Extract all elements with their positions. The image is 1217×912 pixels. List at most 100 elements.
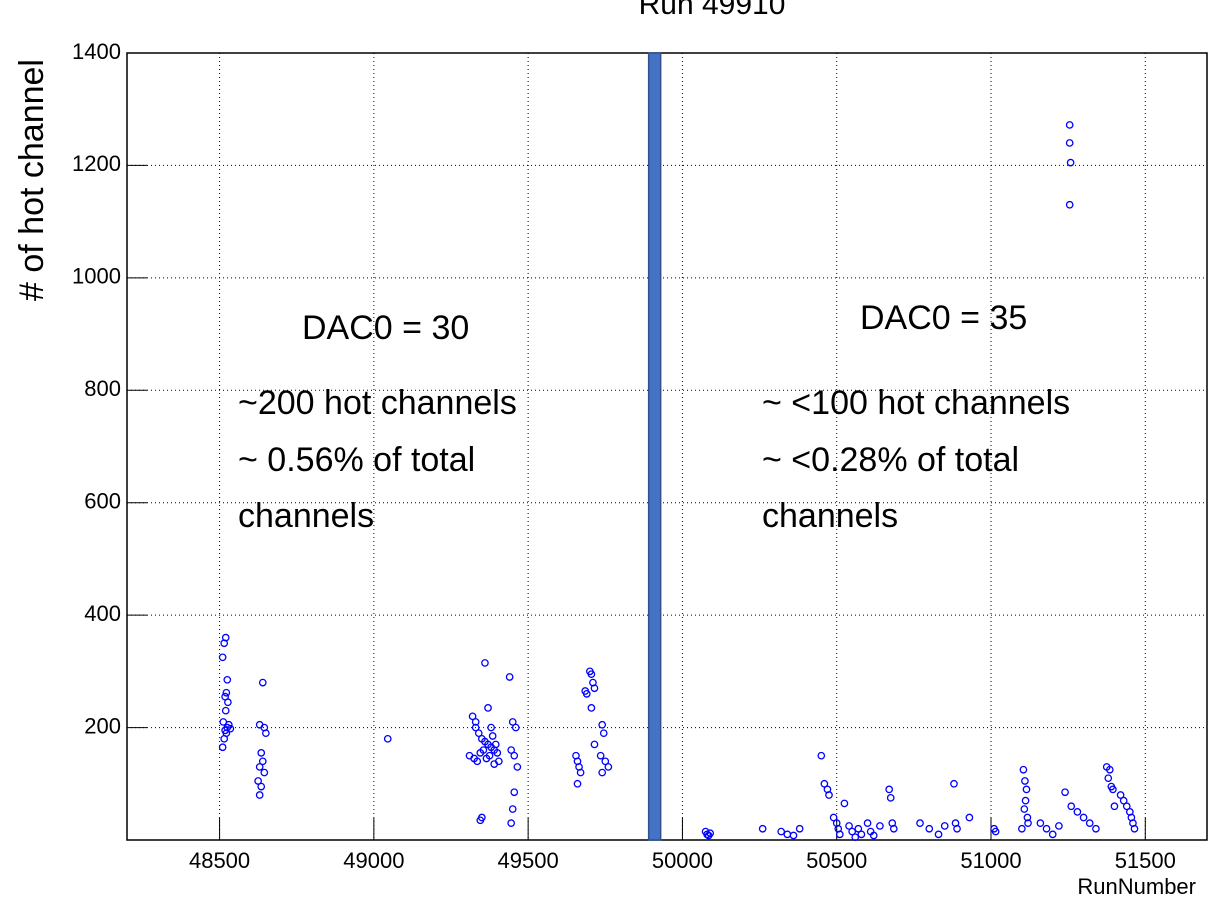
annotation: ~ <100 hot channels [762,384,1070,422]
x-tick-label: 50500 [806,848,867,873]
data-point [789,831,798,840]
data-point [706,829,715,838]
x-tick-label: 48500 [189,848,250,873]
data-point [481,659,489,667]
data-point [1019,765,1028,774]
annotation: DAC0 = 35 [860,299,1027,337]
data-point [1065,139,1074,147]
data-point [254,777,262,785]
data-point [1065,121,1074,129]
data-point [258,757,267,766]
data-point [1110,802,1119,811]
data-point [485,751,494,760]
data-point [869,831,878,840]
data-point [473,757,482,766]
annotation: ~ <0.28% of total [762,441,1019,479]
data-point [1055,822,1063,830]
x-tick-label: 49000 [343,848,404,873]
x-tick-label: 51500 [1115,848,1176,873]
data-point [1065,200,1074,209]
data-point [576,768,585,777]
data-point [1105,765,1114,774]
x-axis-label: RunNumber [1077,874,1196,899]
data-point [889,824,898,833]
x-tick-label: 49500 [498,848,559,873]
data-point [845,822,853,830]
data-point [488,732,497,740]
data-point [511,723,520,732]
data-point [1042,824,1051,833]
data-point [468,712,477,721]
data-point [1024,819,1032,827]
data-point [223,675,232,684]
data-point [598,768,607,777]
y-tick-label: 1200 [72,151,121,176]
data-point [817,751,826,760]
data-point [1079,813,1088,822]
data-point [854,824,863,833]
annotation: channels [238,497,374,535]
data-point [471,718,480,726]
data-point [1067,802,1076,811]
data-point [795,824,804,833]
data-point [876,822,884,830]
data-point [255,791,264,799]
data-point [599,729,608,738]
data-point [825,791,833,799]
data-point [777,827,786,836]
data-point [491,740,500,749]
annotation: channels [762,497,898,535]
data-point [507,746,516,754]
annotation: DAC0 = 30 [302,309,469,347]
data-point [590,740,599,749]
chart-title: Run 49910 [639,0,786,21]
data-point [490,760,499,768]
data-point [487,723,495,732]
data-point [1104,774,1113,783]
data-point [484,704,492,712]
data-point [474,729,483,738]
data-point [1020,805,1029,813]
data-point [220,639,229,648]
data-point [260,768,269,777]
data-point [886,793,895,802]
annotation: ~200 hot channels [238,384,517,422]
data-point [758,824,767,833]
data-point [1061,788,1069,797]
data-point [840,799,849,808]
data-point [925,824,934,833]
data-point [965,813,974,822]
data-point [1122,802,1131,811]
data-point [857,830,866,839]
data-point [601,757,610,766]
data-point [848,827,856,836]
x-tick-label: 50000 [652,848,713,873]
data-point [573,779,582,788]
data-point [218,653,227,662]
data-point [1130,824,1139,833]
data-point [1073,808,1082,816]
data-point [851,833,860,842]
data-point [835,830,844,839]
data-point [476,816,485,825]
data-point [604,763,613,771]
run-marker [647,52,662,841]
data-point [258,678,267,687]
data-point [510,751,519,760]
data-point [863,819,872,827]
data-point [255,763,264,771]
y-tick-label: 1400 [72,39,121,64]
data-point [507,819,516,827]
data-point [953,824,961,833]
data-point [587,704,596,712]
data-point [1048,830,1057,839]
data-point [1092,824,1100,833]
data-point [221,706,230,715]
y-tick-label: 600 [84,489,121,514]
data-point [940,822,949,830]
data-point [1036,819,1045,827]
data-point [262,729,270,738]
data-point [1116,791,1125,799]
data-point [224,698,232,707]
data-point [508,718,517,726]
